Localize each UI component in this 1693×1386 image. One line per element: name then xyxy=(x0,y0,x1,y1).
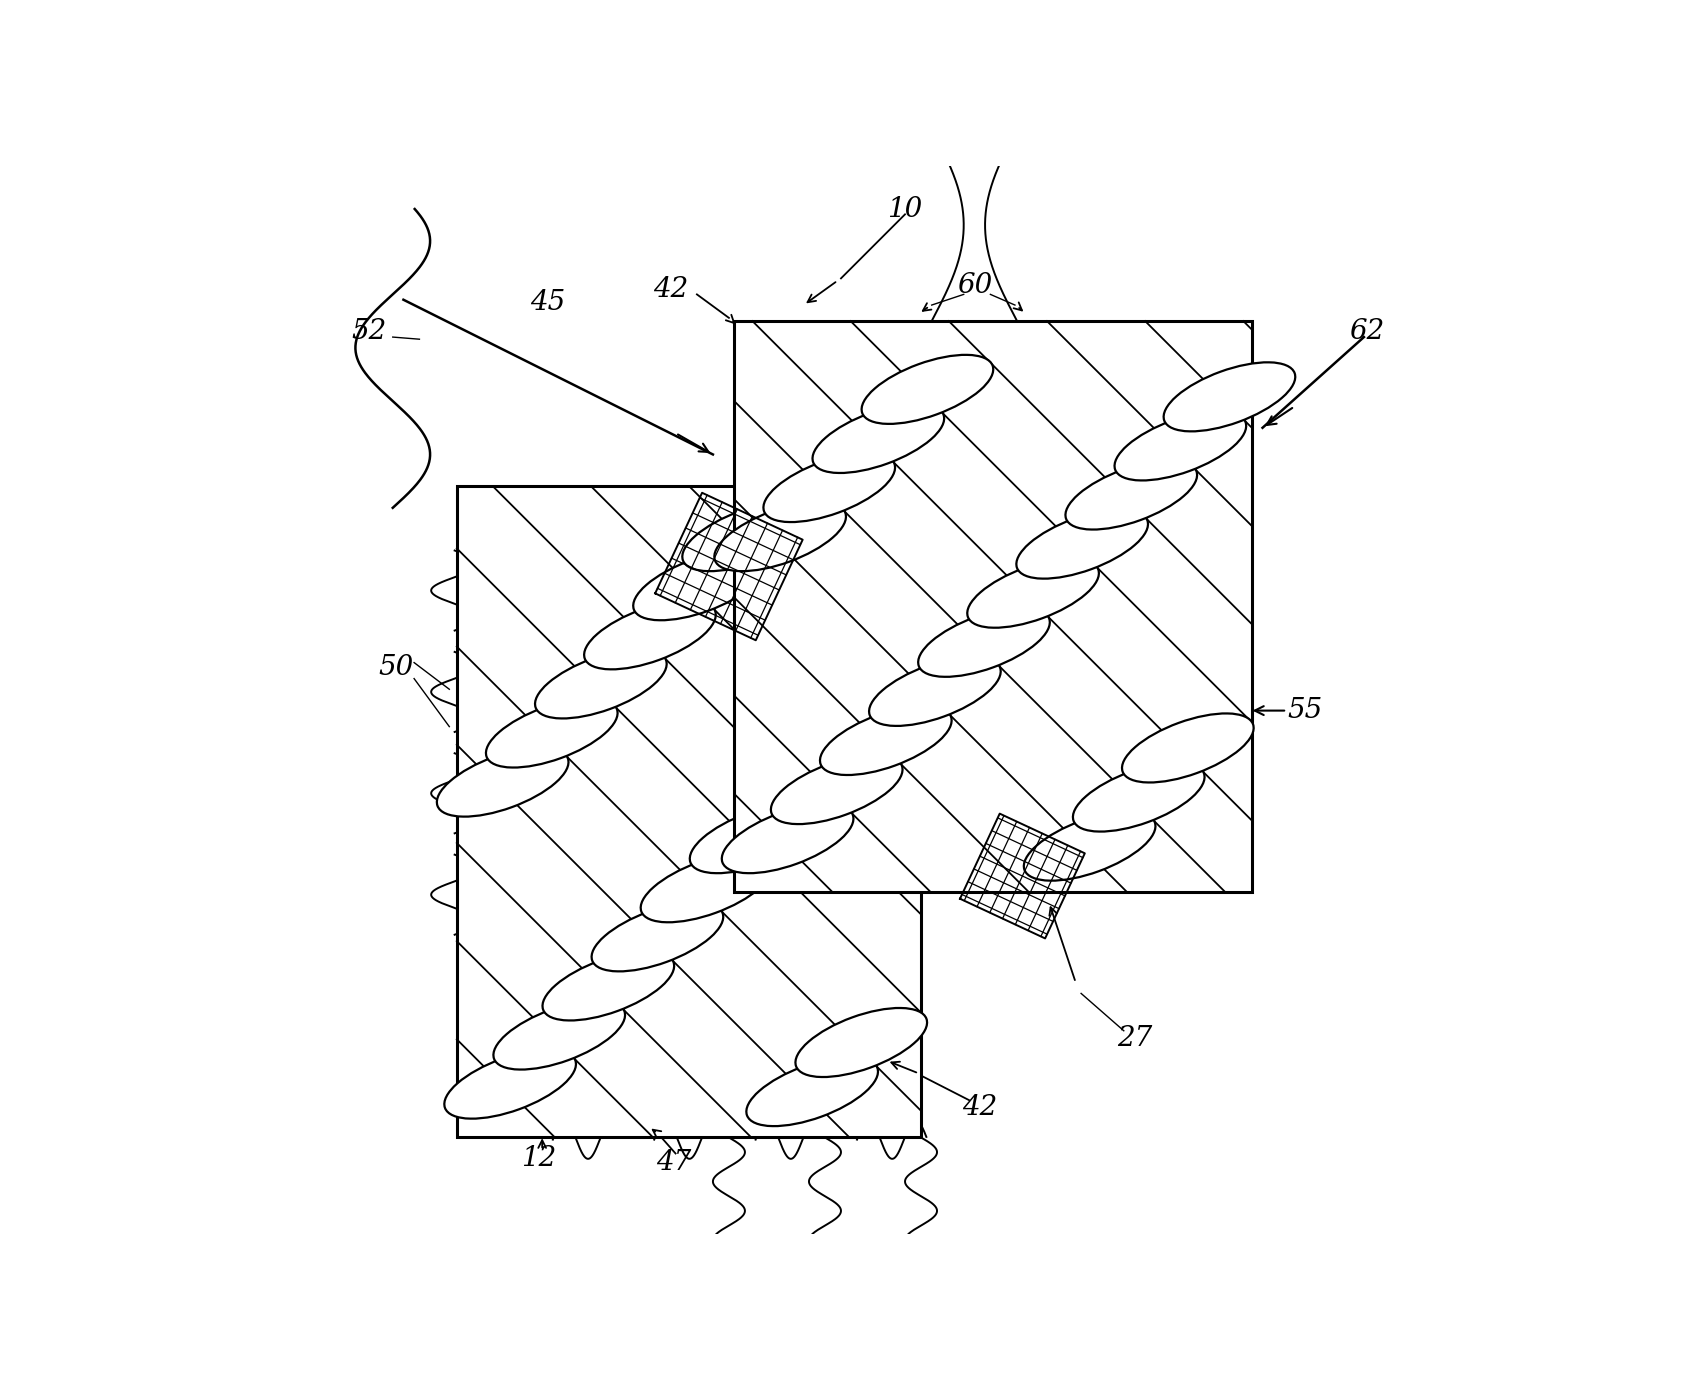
Ellipse shape xyxy=(682,502,814,571)
Ellipse shape xyxy=(486,699,618,768)
Ellipse shape xyxy=(721,804,853,873)
Ellipse shape xyxy=(640,854,772,922)
Text: 55: 55 xyxy=(1288,697,1322,723)
Ellipse shape xyxy=(1024,812,1155,880)
Ellipse shape xyxy=(633,552,765,621)
Ellipse shape xyxy=(738,755,870,825)
Ellipse shape xyxy=(770,755,902,825)
Text: 62: 62 xyxy=(1349,319,1385,345)
Text: 52: 52 xyxy=(352,319,388,345)
Text: 45: 45 xyxy=(530,290,565,316)
Text: 42: 42 xyxy=(652,276,687,302)
Ellipse shape xyxy=(869,657,1001,726)
Ellipse shape xyxy=(1122,714,1253,783)
Text: 12: 12 xyxy=(521,1145,557,1173)
Text: 50: 50 xyxy=(378,654,413,682)
Text: 57: 57 xyxy=(1207,599,1243,626)
Ellipse shape xyxy=(1065,460,1197,529)
Ellipse shape xyxy=(918,608,1050,676)
Ellipse shape xyxy=(1073,762,1204,832)
Ellipse shape xyxy=(689,804,821,873)
Ellipse shape xyxy=(437,747,569,816)
Ellipse shape xyxy=(764,453,896,523)
Ellipse shape xyxy=(1016,510,1148,578)
Text: 27: 27 xyxy=(1117,1024,1153,1052)
Text: 42: 42 xyxy=(962,1094,997,1121)
Text: 60: 60 xyxy=(957,272,992,299)
Ellipse shape xyxy=(584,600,716,669)
Ellipse shape xyxy=(714,502,846,571)
Ellipse shape xyxy=(591,902,723,972)
Ellipse shape xyxy=(747,1058,879,1125)
Ellipse shape xyxy=(535,650,667,718)
Ellipse shape xyxy=(967,559,1099,628)
Ellipse shape xyxy=(1114,412,1246,481)
Ellipse shape xyxy=(444,1049,576,1119)
Ellipse shape xyxy=(1163,362,1295,431)
Ellipse shape xyxy=(862,355,994,424)
Ellipse shape xyxy=(493,1001,625,1070)
Bar xyxy=(735,322,1251,893)
Ellipse shape xyxy=(787,705,919,775)
Ellipse shape xyxy=(813,403,945,473)
Text: 10: 10 xyxy=(887,195,923,223)
Ellipse shape xyxy=(796,1008,928,1077)
Bar xyxy=(457,486,921,1138)
Text: 47: 47 xyxy=(655,1149,691,1175)
Ellipse shape xyxy=(542,951,674,1020)
Ellipse shape xyxy=(819,705,951,775)
